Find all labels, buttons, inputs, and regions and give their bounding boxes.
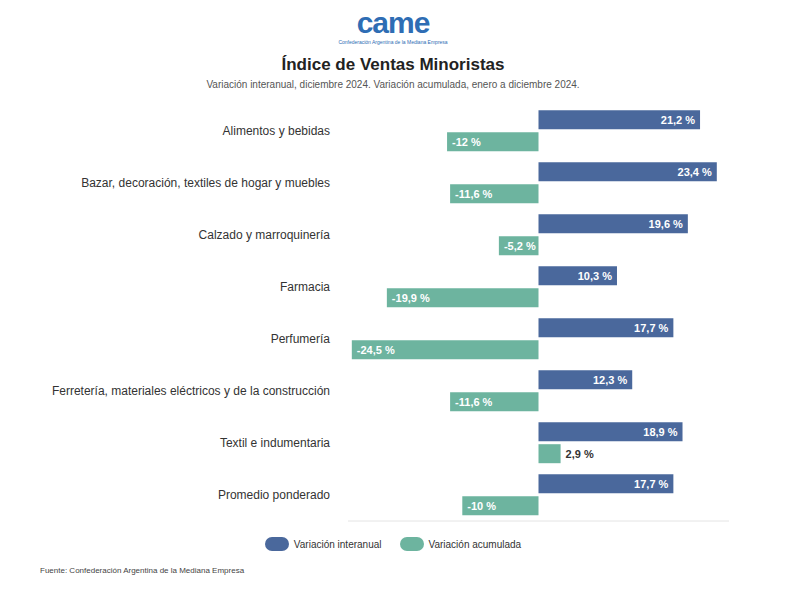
svg-text:Textil e indumentaria: Textil e indumentaria <box>220 436 330 450</box>
svg-text:10,3 %: 10,3 % <box>578 270 612 282</box>
svg-text:-12 %: -12 % <box>452 136 481 148</box>
svg-text:-5,2 %: -5,2 % <box>504 240 536 252</box>
svg-text:17,7 %: 17,7 % <box>634 322 668 334</box>
svg-text:-10 %: -10 % <box>467 500 496 512</box>
svg-text:Bazar, decoración, textiles de: Bazar, decoración, textiles de hogar y m… <box>81 176 330 190</box>
svg-text:2,9 %: 2,9 % <box>566 448 594 460</box>
svg-text:Promedio ponderado: Promedio ponderado <box>218 488 330 502</box>
svg-text:12,3 %: 12,3 % <box>593 374 627 386</box>
svg-text:-11,6 %: -11,6 % <box>455 396 493 408</box>
svg-text:19,6 %: 19,6 % <box>649 218 683 230</box>
html-text:came: came <box>356 6 430 39</box>
svg-text:Perfumería: Perfumería <box>271 332 331 346</box>
svg-text:Ferretería, materiales eléctri: Ferretería, materiales eléctricos y de l… <box>52 384 330 398</box>
html-text:Variación interanual, diciembr: Variación interanual, diciembre 2024. Va… <box>206 79 580 90</box>
svg-text:Calzado y marroquinería: Calzado y marroquinería <box>199 228 331 242</box>
html-text:Variación acumulada: Variación acumulada <box>428 538 522 550</box>
svg-text:Alimentos y bebidas: Alimentos y bebidas <box>223 124 330 138</box>
svg-text:-24,5 %: -24,5 % <box>357 344 395 356</box>
svg-text:21,2 %: 21,2 % <box>661 114 695 126</box>
svg-text:-19,9 %: -19,9 % <box>392 292 430 304</box>
svg-text:18,9 %: 18,9 % <box>643 426 677 438</box>
svg-text:-11,6 %: -11,6 % <box>455 188 493 200</box>
svg-text:17,7 %: 17,7 % <box>634 478 668 490</box>
svg-text:Farmacia: Farmacia <box>280 280 330 294</box>
html-text:Índice de Ventas Minoristas: Índice de Ventas Minoristas <box>281 55 505 74</box>
html-text:Confederación Argentina de la: Confederación Argentina de la Mediana Em… <box>338 39 448 45</box>
svg-text:23,4 %: 23,4 % <box>678 166 712 178</box>
html-text:Variación interanual: Variación interanual <box>293 538 382 550</box>
html-text:Fuente: Confederación Argentin: Fuente: Confederación Argentina de la Me… <box>40 566 245 575</box>
